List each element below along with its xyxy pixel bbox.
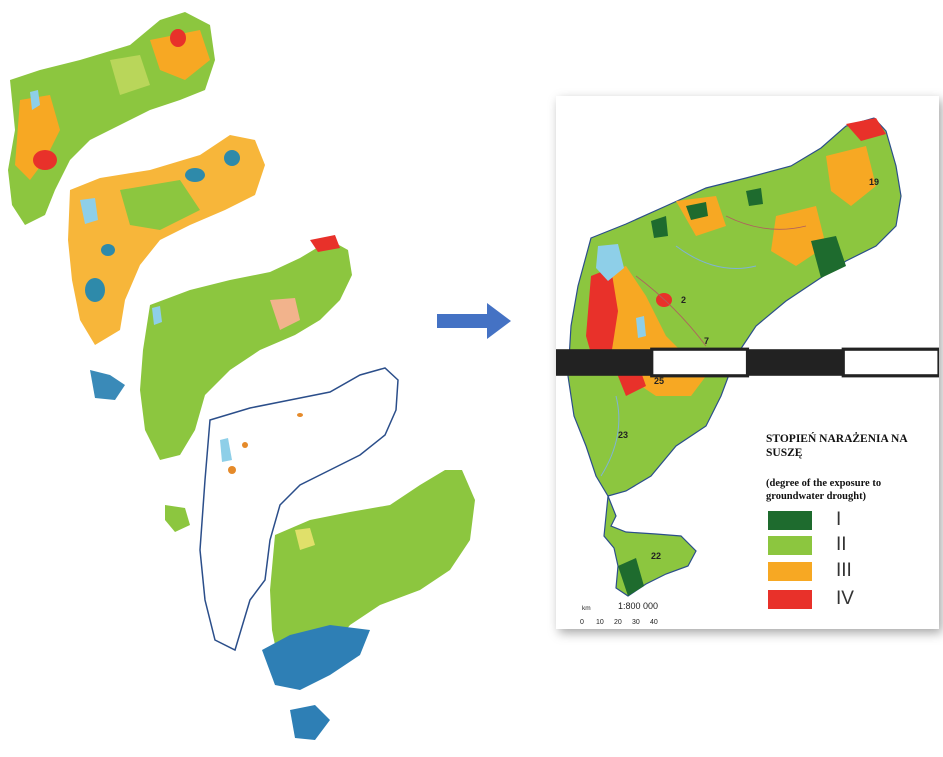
map-land-area	[567, 117, 902, 497]
scale-tick: 10	[596, 619, 604, 626]
legend-subtitle: (degree of the exposure to groundwater d…	[766, 478, 882, 502]
scale-tick: 30	[632, 619, 640, 626]
legend-swatch	[768, 590, 812, 609]
input-map-4	[199, 367, 399, 652]
legend-item-3: III	[768, 560, 918, 582]
region-label: 7	[704, 336, 709, 346]
arrow-right-icon	[437, 303, 511, 339]
legend-swatch	[768, 511, 812, 530]
result-map-card: 19 2 7 25 23 22 STOPIEŃ NARAŻENIA NA SUS…	[556, 96, 939, 629]
legend-label: II	[836, 534, 847, 555]
legend-item-1: I	[768, 509, 918, 531]
legend-swatch	[768, 562, 812, 581]
legend-title: STOPIEŃ NARAŻENIA NA SUSZĘ	[766, 433, 908, 459]
input-map-3	[140, 235, 352, 532]
input-map-2	[68, 135, 265, 400]
scale-bar	[556, 347, 939, 378]
scale-ratio: 1:800 000	[618, 601, 659, 611]
region-label: 2	[681, 295, 686, 305]
input-map-1	[8, 12, 215, 225]
scale-ticks: 0 10 20 30 40	[578, 619, 688, 629]
input-map-stack	[8, 12, 475, 740]
legend-label: III	[836, 560, 852, 581]
region-label: 23	[618, 430, 628, 440]
region-label: 19	[869, 177, 879, 187]
legend-item-4: IV	[768, 588, 918, 610]
legend-label: IV	[836, 588, 854, 609]
input-map-5	[262, 470, 475, 740]
region-label: 25	[654, 376, 664, 386]
scale-tick: 40	[650, 619, 658, 626]
scale-tick: 0	[580, 619, 584, 626]
legend-label: I	[836, 509, 842, 530]
scale-unit: km	[582, 605, 591, 612]
legend-swatch	[768, 536, 812, 555]
scale-tick: 20	[614, 619, 622, 626]
legend-item-2: II	[768, 534, 918, 556]
region-label: 22	[651, 551, 661, 561]
